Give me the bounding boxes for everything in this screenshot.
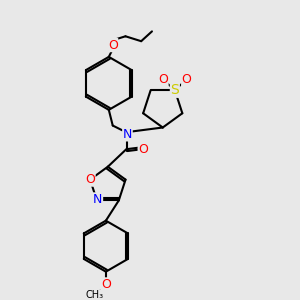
Text: O: O <box>138 142 148 156</box>
Text: N: N <box>123 128 132 141</box>
Text: O: O <box>158 73 168 86</box>
Text: N: N <box>93 193 103 206</box>
Text: O: O <box>85 173 95 186</box>
Text: O: O <box>182 73 192 86</box>
Text: S: S <box>170 83 179 97</box>
Text: O: O <box>101 278 111 291</box>
Text: O: O <box>108 39 118 52</box>
Text: CH₃: CH₃ <box>85 290 103 300</box>
